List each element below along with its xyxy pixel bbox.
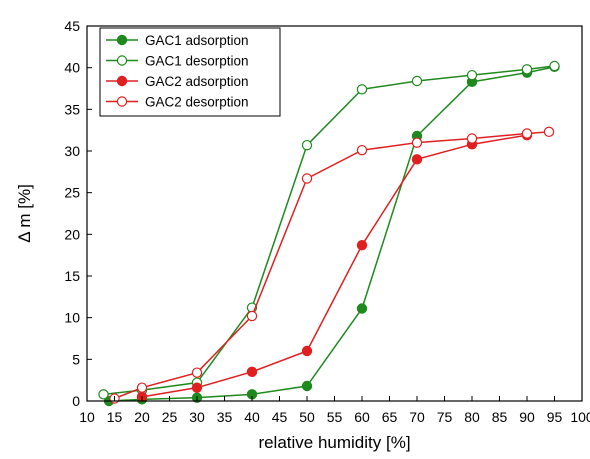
data-point [356,84,368,95]
x-tick-label: 80 [464,409,480,425]
x-tick-label: 55 [327,409,343,425]
data-point [301,173,313,184]
data-point [466,133,478,144]
series-line [114,131,550,400]
y-tick-label: 0 [72,393,80,409]
y-tick-label: 30 [64,143,80,159]
x-tick-label: 60 [354,409,370,425]
data-point [466,69,478,81]
x-tick-label: 25 [162,409,178,425]
series-line [108,66,555,402]
legend-entry: GAC1 adsorption [106,33,249,48]
x-tick-label: 45 [272,409,288,425]
x-tick-label: 70 [409,409,425,425]
legend-swatch-marker [116,34,128,46]
data-point [521,128,533,139]
legend-label: GAC2 desorption [145,95,249,110]
legend-swatch-marker [116,96,128,107]
data-point [543,126,555,138]
x-tick-label: 95 [547,409,563,425]
y-tick-label: 20 [64,226,80,242]
x-tick-label: 75 [437,409,453,425]
y-axis-label: Δ m [%] [15,184,34,243]
y-tick-label: 40 [64,60,80,76]
x-tick-label: 50 [299,409,315,425]
series-layer [98,60,560,407]
legend-entry: GAC2 desorption [106,95,249,110]
data-point [301,380,313,392]
x-axis-ticks: 10 15 20 25 30 35 40 45 50 55 60 65 70 75 80 85 90 95 100 [79,396,590,425]
data-point [521,64,533,75]
data-point [246,310,258,322]
x-tick-label: 10 [79,409,95,425]
y-tick-label: 5 [72,351,80,367]
data-point [356,239,368,251]
series-gac2-adsorption [136,129,533,403]
data-point [191,382,203,393]
y-tick-label: 45 [64,18,80,34]
data-point [301,345,313,357]
y-tick-label: 15 [64,268,80,284]
legend-label: GAC1 desorption [145,54,249,69]
data-point [356,144,368,156]
data-point [356,303,368,314]
data-point [136,382,148,393]
x-tick-label: 15 [107,409,123,425]
y-axis-ticks: 0 5 10 15 20 25 30 35 40 45 [64,18,92,409]
x-tick-label: 35 [217,409,233,425]
data-point [411,154,423,165]
series-gac2-desorption [109,126,555,404]
data-point [98,389,109,400]
data-point [411,137,423,148]
y-tick-label: 35 [64,101,80,117]
x-tick-label: 90 [519,409,535,425]
y-tick-label: 10 [64,310,80,326]
data-point [301,139,313,151]
legend: GAC1 adsorption GAC1 desorption GAC2 adsor… [99,27,281,117]
legend-entry: GAC2 adsorption [106,74,249,89]
legend-swatch-marker [116,55,128,66]
legend-swatch-marker [116,75,128,87]
legend-label: GAC1 adsorption [145,33,249,48]
data-point [246,366,258,378]
x-tick-label: 100 [570,409,590,425]
x-tick-label: 20 [134,409,150,425]
x-axis-label: relative humidity [%] [258,433,410,452]
series-line [141,134,528,398]
y-tick-label: 25 [64,185,80,201]
x-tick-label: 30 [189,409,205,425]
x-tick-label: 85 [492,409,508,425]
x-tick-label: 40 [244,409,260,425]
data-point [549,60,560,72]
data-point [191,367,203,378]
x-tick-label: 65 [382,409,398,425]
legend-label: GAC2 adsorption [145,74,249,89]
legend-entry: GAC1 desorption [106,54,249,69]
data-point [411,75,423,87]
series-line [103,65,555,396]
